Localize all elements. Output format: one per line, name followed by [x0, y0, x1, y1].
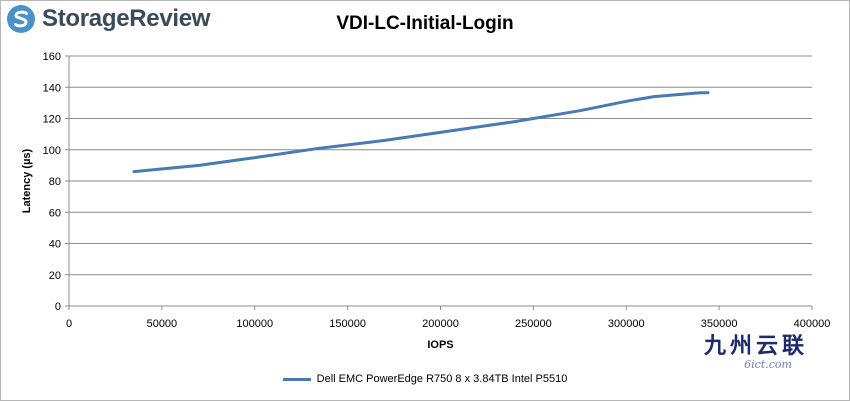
data-point [699, 91, 702, 94]
data-point [197, 164, 201, 167]
data-point [253, 156, 256, 159]
legend-label: Dell EMC PowerEdge R750 8 x 3.84TB Intel… [316, 373, 568, 385]
axes [65, 55, 813, 310]
data-point [706, 91, 710, 94]
y-tick-label: 40 [49, 239, 61, 251]
x-tick-label: 100000 [236, 318, 273, 330]
x-tick-label: 150000 [329, 318, 366, 330]
y-tick-label: 80 [49, 176, 61, 188]
data-point [652, 95, 656, 98]
y-tick-label: 20 [49, 270, 61, 282]
data-point [625, 100, 628, 103]
watermark: 九州云联 6ict.com [704, 334, 809, 371]
series-lines [132, 91, 710, 174]
x-tick-label: 200000 [422, 318, 459, 330]
watermark-sub-text: 6ict.com [744, 358, 792, 371]
data-point [680, 93, 684, 96]
x-tick-label: 50000 [147, 318, 178, 330]
y-tick-label: 140 [43, 82, 61, 94]
gridlines [69, 55, 812, 276]
legend: Dell EMC PowerEdge R750 8 x 3.84TB Intel… [0, 373, 850, 385]
data-point [578, 109, 582, 112]
data-point [513, 120, 516, 123]
data-point [318, 146, 321, 150]
y-tick-label: 0 [55, 301, 61, 313]
data-point [383, 139, 386, 142]
y-tick-label: 60 [49, 207, 61, 219]
x-tick-label: 300000 [608, 318, 645, 330]
y-tick-label: 100 [43, 145, 61, 157]
x-tick-label: 350000 [701, 318, 738, 330]
data-point [448, 129, 451, 133]
x-tick-label: 250000 [515, 318, 552, 330]
storagereview-logo: StorageReview [6, 4, 210, 34]
x-tick-label: 0 [66, 318, 72, 330]
y-axis-title: Latency (µs) [21, 148, 33, 213]
x-axis-title: IOPS [427, 339, 453, 351]
x-tick-label: 400000 [794, 318, 831, 330]
series-line [132, 91, 710, 174]
y-tick-label: 120 [43, 114, 61, 126]
storagereview-logo-icon [7, 5, 35, 33]
tick-labels: 0 20 40 60 80 100 120 140 160 0 50000 100000 150000 2… [43, 51, 831, 330]
brand-name: StorageReview [42, 5, 211, 32]
y-tick-label: 160 [43, 51, 61, 63]
watermark-main-text: 九州云联 [704, 334, 809, 359]
chart-title: VDI-LC-Initial-Login [336, 13, 514, 34]
legend-swatch [282, 377, 311, 381]
data-point [132, 170, 136, 173]
